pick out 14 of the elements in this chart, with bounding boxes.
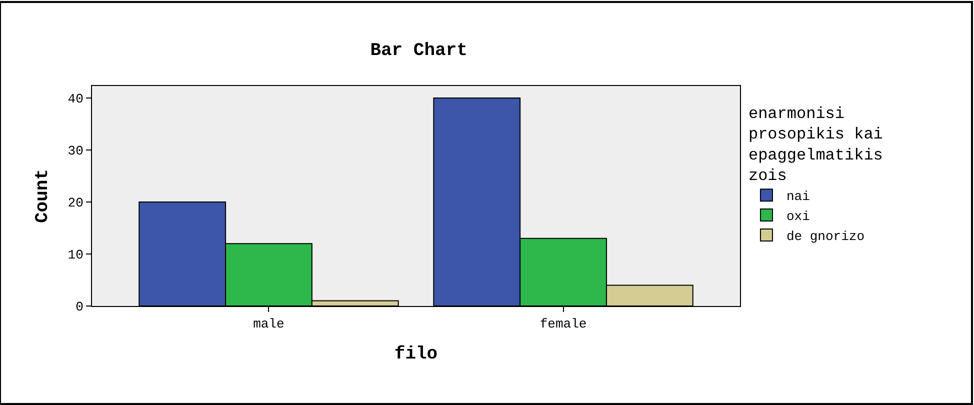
y-tick-label: 20: [68, 196, 84, 211]
y-axis-title: Count: [32, 168, 53, 224]
legend-title: enarmonisi prosopikis kai epaggelmatikis zois: [748, 104, 883, 186]
legend-label: nai: [786, 189, 810, 204]
legend-label: de gnorizo: [786, 229, 864, 244]
x-axis-title: filo: [394, 344, 438, 365]
chart-title: Bar Chart: [370, 40, 468, 61]
x-tick-label: male: [253, 316, 284, 332]
legend-label: oxi: [786, 209, 810, 224]
y-tick-label: 30: [68, 144, 84, 159]
y-tick-label: 0: [76, 300, 84, 315]
y-tick-label: 40: [68, 92, 84, 107]
y-tick-label: 10: [68, 248, 84, 263]
x-tick-label: female: [540, 316, 587, 332]
